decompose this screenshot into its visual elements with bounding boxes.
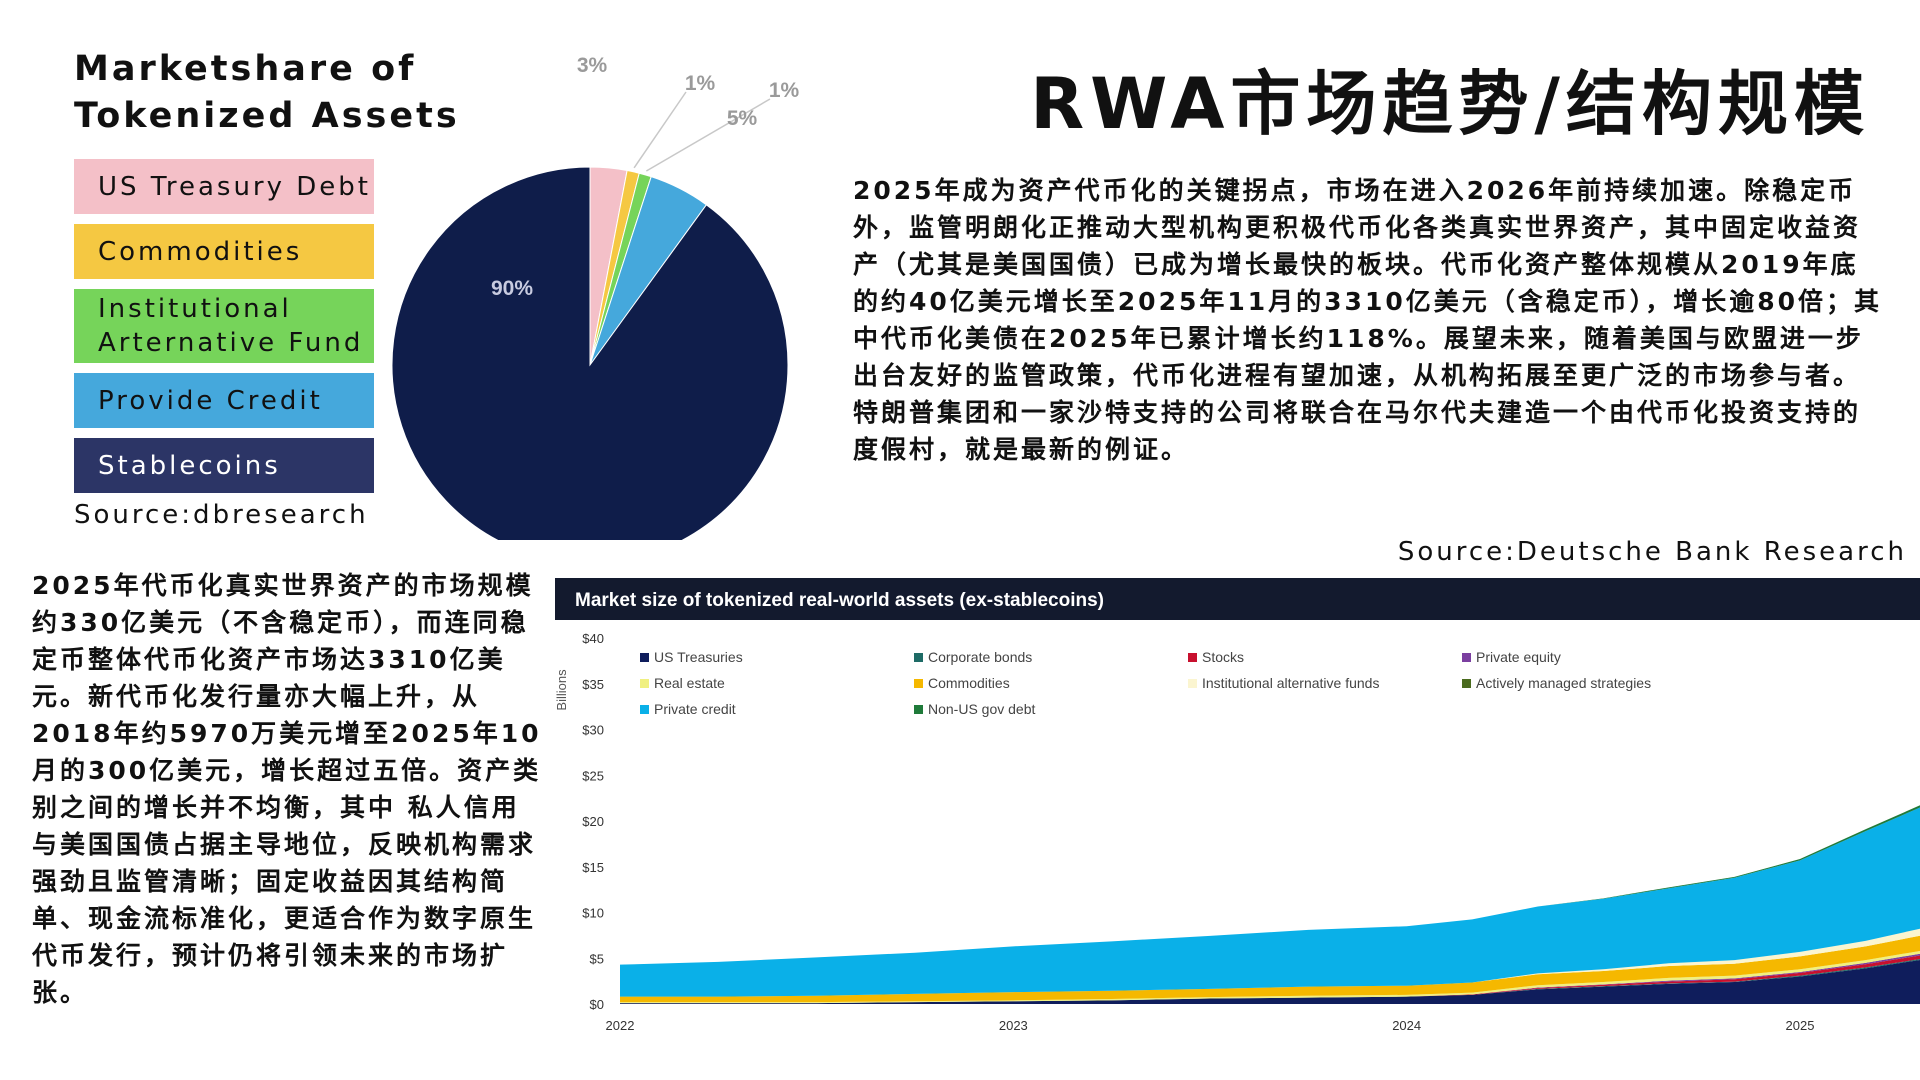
pie-chart: 3% 1% 1% 5% 90%	[391, 54, 800, 540]
pie-leader-line	[645, 98, 771, 172]
legend-entry-private-credit: Private credit	[640, 701, 736, 717]
y-tick-label: $25	[582, 768, 604, 783]
y-axis-title: Billions	[554, 669, 569, 711]
legend-label: Institutional alternative funds	[1202, 675, 1379, 691]
legend-label: Private equity	[1476, 649, 1561, 665]
y-tick-label: $40	[582, 631, 604, 646]
legend-label: US Treasuries	[654, 649, 743, 665]
legend-swatch	[914, 705, 923, 714]
legend-entry-stocks: Stocks	[1188, 649, 1244, 665]
y-tick-label: $15	[582, 860, 604, 875]
legend-entry-us-treasuries: US Treasuries	[640, 649, 743, 665]
summary-paragraph-left: 2025年代币化真实世界资产的市场规模约330亿美元（不含稳定币），而连同稳定币…	[32, 571, 542, 1007]
legend-entry-real-estate: Real estate	[640, 675, 725, 691]
legend-item-commodities: Commodities	[74, 224, 374, 279]
summary-paragraph-right: 2025年成为资产代币化的关键拐点，市场在进入2026年前持续加速。除稳定币外，…	[853, 176, 1883, 464]
legend-entry-institutional-alternative-funds: Institutional alternative funds	[1188, 675, 1379, 691]
pie-leader-line	[633, 91, 687, 169]
legend-item-provide-credit: Provide Credit	[74, 373, 374, 428]
area-chart-header	[555, 578, 1920, 620]
legend-item-stablecoins: Stablecoins	[74, 438, 374, 493]
legend-entry-non-us-gov-debt: Non-US gov debt	[914, 701, 1036, 717]
y-tick-label: $20	[582, 814, 604, 829]
legend-swatch	[640, 679, 649, 688]
x-tick-label: 2023	[999, 1018, 1028, 1033]
pie-value-label: 1%	[685, 72, 716, 95]
y-tick-label: $0	[590, 997, 604, 1012]
x-tick-label: 2025	[1786, 1018, 1815, 1033]
legend-entry-corporate-bonds: Corporate bonds	[914, 649, 1032, 665]
legend-entry-private-equity: Private equity	[1462, 649, 1561, 665]
x-tick-label: 2024	[1392, 1018, 1421, 1033]
pie-value-label: 1%	[769, 79, 800, 102]
area-chart: Market size of tokenized real-world asse…	[554, 578, 1920, 1033]
legend-label: Real estate	[654, 675, 725, 691]
legend-label: Actively managed strategies	[1476, 675, 1651, 691]
legend-swatch	[640, 705, 649, 714]
legend-label: Non-US gov debt	[928, 701, 1036, 717]
y-tick-label: $5	[590, 951, 604, 966]
legend-swatch	[914, 653, 923, 662]
legend-entry-commodities: Commodities	[914, 675, 1010, 691]
y-tick-label: $35	[582, 677, 604, 692]
pie-slice-stablecoins	[391, 166, 789, 540]
area-chart-title: Market size of tokenized real-world asse…	[575, 590, 1104, 611]
pie-chart-title: Marketshare of Tokenized Assets	[74, 49, 460, 136]
legend-swatch	[1188, 653, 1197, 662]
pie-value-label: 5%	[727, 107, 758, 130]
pie-value-label: 90%	[491, 277, 533, 300]
pie-value-label: 3%	[577, 54, 608, 77]
legend-swatch	[914, 679, 923, 688]
area-chart-source: Source:Deutsche Bank Research	[1397, 537, 1907, 567]
legend-label: Corporate bonds	[928, 649, 1032, 665]
y-tick-label: $10	[582, 906, 604, 921]
legend-swatch	[1462, 653, 1471, 662]
area-series-us-treasuries	[620, 959, 1920, 1004]
area-series-commodities	[620, 935, 1920, 1003]
page-title: RWA市场趋势/结构规模	[1030, 63, 1870, 145]
legend-label: Private credit	[654, 701, 736, 717]
legend-label: Commodities	[928, 675, 1010, 691]
legend-swatch	[640, 653, 649, 662]
legend-entry-actively-managed-strategies: Actively managed strategies	[1462, 675, 1651, 691]
pie-source: Source:dbresearch	[74, 500, 369, 530]
legend-swatch	[1462, 679, 1471, 688]
legend-item-institutional-fund: Institutional Arternative Fund	[74, 289, 374, 363]
pie-legend: US Treasury Debt Commodities Institution…	[74, 159, 374, 503]
legend-swatch	[1188, 679, 1197, 688]
x-tick-label: 2022	[606, 1018, 635, 1033]
y-tick-label: $30	[582, 723, 604, 738]
area-series-private-credit	[620, 807, 1920, 997]
legend-item-us-treasury-debt: US Treasury Debt	[74, 159, 374, 214]
legend-label: Stocks	[1202, 649, 1244, 665]
